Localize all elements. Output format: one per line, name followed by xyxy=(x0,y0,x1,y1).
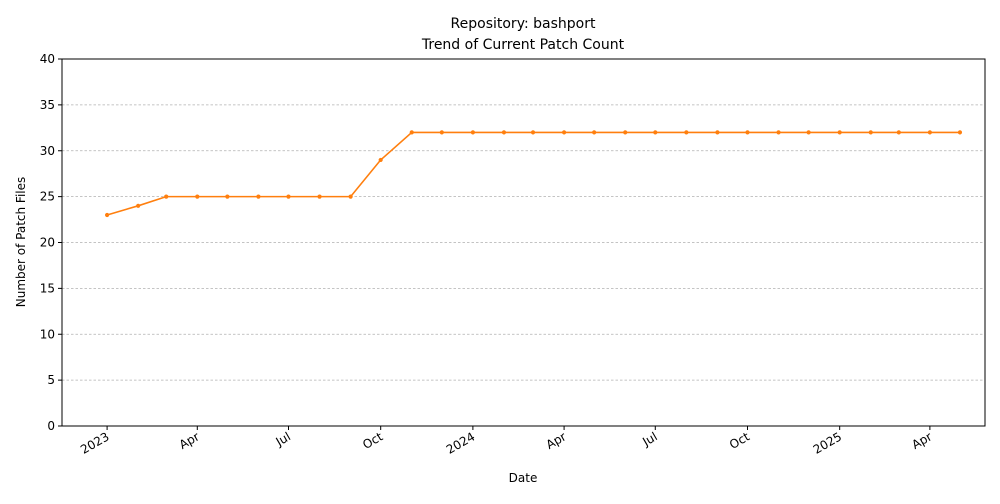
y-tick-label: 40 xyxy=(40,52,55,66)
y-tick-label: 10 xyxy=(40,327,55,341)
data-point xyxy=(957,130,963,135)
data-point xyxy=(501,130,507,135)
data-point xyxy=(927,130,932,135)
y-tick-label: 5 xyxy=(47,373,55,387)
data-point xyxy=(530,130,536,135)
data-point xyxy=(806,130,811,135)
data-point xyxy=(195,194,200,199)
y-tick-label: 20 xyxy=(40,236,55,250)
x-tick-label: 2023 xyxy=(78,429,111,456)
series-layer xyxy=(104,130,963,218)
data-point xyxy=(592,130,597,135)
chart-subtitle: Trend of Current Patch Count xyxy=(421,37,625,53)
data-point xyxy=(378,157,383,163)
gridlines xyxy=(62,104,985,381)
data-point xyxy=(409,130,414,135)
y-tick-label: 30 xyxy=(40,144,55,158)
data-point xyxy=(439,130,444,135)
data-point xyxy=(653,130,658,135)
x-tick-label: Jul xyxy=(273,429,293,449)
y-tick-label: 25 xyxy=(40,190,55,204)
data-point xyxy=(745,130,750,135)
data-point xyxy=(561,130,567,135)
data-point xyxy=(225,194,230,199)
x-tick-label: 2025 xyxy=(811,429,844,456)
x-tick-label: Jul xyxy=(639,429,659,449)
y-axis: 0 5 10 15 20 25 30 35 40 xyxy=(40,52,62,433)
x-tick-label: Oct xyxy=(727,429,752,452)
x-tick-label: Apr xyxy=(177,429,202,452)
data-point xyxy=(286,194,291,199)
data-point xyxy=(348,194,353,199)
x-tick-label: 2024 xyxy=(444,429,477,456)
series-line xyxy=(106,131,960,216)
data-point xyxy=(104,212,110,218)
data-point xyxy=(684,130,689,135)
x-tick-label: Apr xyxy=(909,429,934,452)
data-point xyxy=(164,194,169,199)
y-tick-label: 15 xyxy=(40,281,55,295)
data-point xyxy=(896,130,901,135)
y-tick-label: 0 xyxy=(47,419,55,433)
y-tick-label: 35 xyxy=(40,98,55,112)
data-point xyxy=(623,130,628,135)
data-point xyxy=(470,130,475,135)
y-axis-label: Number of Patch Files xyxy=(14,177,28,308)
x-tick-label: Apr xyxy=(544,429,569,452)
data-point xyxy=(868,130,873,135)
x-axis: 2023 Apr Jul Oct 2024 Apr Jul Oct 2025 Apr xyxy=(78,426,934,457)
x-axis-label: Date xyxy=(509,471,538,485)
x-tick-label: Oct xyxy=(360,429,385,452)
data-point xyxy=(317,194,322,199)
data-point xyxy=(256,194,261,199)
data-point xyxy=(837,130,842,135)
data-point xyxy=(715,130,720,135)
data-point xyxy=(136,203,141,208)
chart-title: Repository: bashport xyxy=(451,16,596,32)
data-point xyxy=(776,130,781,135)
